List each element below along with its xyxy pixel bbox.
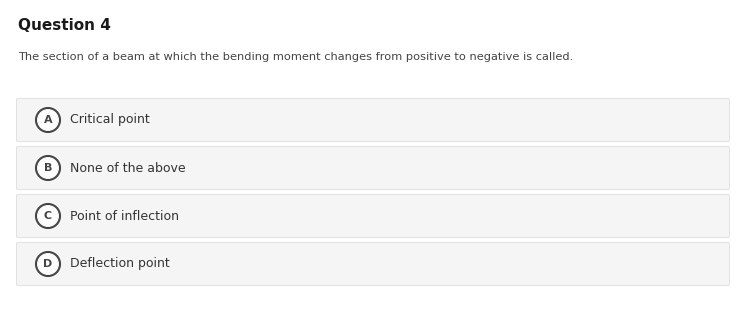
- Text: Question 4: Question 4: [18, 18, 111, 33]
- Text: None of the above: None of the above: [70, 162, 186, 175]
- Ellipse shape: [36, 252, 60, 276]
- Text: A: A: [44, 115, 52, 125]
- Ellipse shape: [36, 204, 60, 228]
- FancyBboxPatch shape: [16, 99, 730, 141]
- Text: B: B: [44, 163, 52, 173]
- Text: The section of a beam at which the bending moment changes from positive to negat: The section of a beam at which the bendi…: [18, 52, 573, 62]
- FancyBboxPatch shape: [16, 243, 730, 285]
- FancyBboxPatch shape: [16, 146, 730, 189]
- Ellipse shape: [36, 156, 60, 180]
- Text: C: C: [44, 211, 52, 221]
- Text: Point of inflection: Point of inflection: [70, 209, 179, 223]
- Ellipse shape: [36, 108, 60, 132]
- FancyBboxPatch shape: [16, 194, 730, 238]
- Text: Deflection point: Deflection point: [70, 258, 170, 270]
- Text: D: D: [43, 259, 53, 269]
- Text: Critical point: Critical point: [70, 114, 150, 126]
